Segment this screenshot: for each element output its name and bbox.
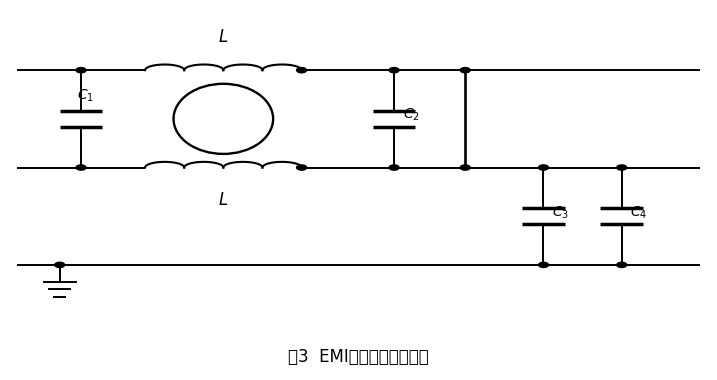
- Text: $L$: $L$: [218, 192, 229, 209]
- Circle shape: [54, 262, 65, 268]
- Circle shape: [389, 68, 399, 73]
- Text: $C_3$: $C_3$: [552, 204, 569, 221]
- Text: $C_4$: $C_4$: [630, 204, 647, 221]
- Text: $C_1$: $C_1$: [77, 87, 95, 104]
- Text: $L$: $L$: [218, 29, 229, 46]
- Circle shape: [389, 165, 399, 170]
- Circle shape: [297, 165, 307, 170]
- Circle shape: [538, 165, 549, 170]
- Text: $C_2$: $C_2$: [403, 107, 419, 124]
- Circle shape: [460, 165, 470, 170]
- Circle shape: [460, 68, 470, 73]
- Circle shape: [76, 165, 86, 170]
- Circle shape: [76, 68, 86, 73]
- Text: 图3  EMI滤波电路基本结构: 图3 EMI滤波电路基本结构: [288, 348, 429, 366]
- Circle shape: [617, 165, 627, 170]
- Circle shape: [538, 262, 549, 268]
- Circle shape: [617, 262, 627, 268]
- Circle shape: [297, 68, 307, 73]
